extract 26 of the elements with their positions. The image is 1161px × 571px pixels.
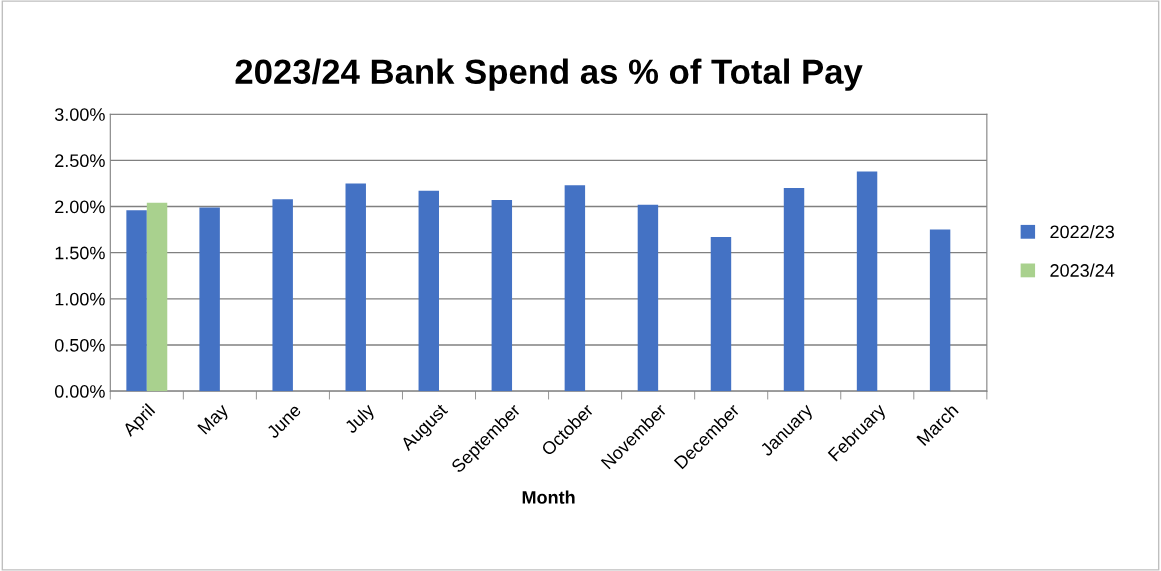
x-tick-label: May xyxy=(197,402,232,438)
bar xyxy=(710,236,732,392)
bar xyxy=(418,190,439,392)
y-tick-label: 2.50% xyxy=(55,154,105,168)
x-axis-title: Month xyxy=(522,490,575,504)
chart-title: 2023/24 Bank Spend as % of Total Pay xyxy=(235,58,863,91)
y-tick-label: 2.00% xyxy=(55,200,105,214)
bar xyxy=(637,204,659,392)
bar xyxy=(126,210,147,392)
bar xyxy=(199,207,220,392)
bar xyxy=(491,200,513,392)
y-tick-label: 1.50% xyxy=(55,246,105,260)
legend-label: 2022/23 xyxy=(1050,225,1114,239)
bar xyxy=(929,229,951,392)
x-tick-label: July xyxy=(343,402,378,437)
bar xyxy=(783,188,805,392)
bar xyxy=(856,171,878,392)
bar xyxy=(345,183,366,392)
legend-label: 2023/24 xyxy=(1050,263,1115,277)
y-tick-label: 3.00% xyxy=(54,108,105,121)
y-tick-label: 1.00% xyxy=(55,292,105,306)
bar xyxy=(146,202,168,392)
bar xyxy=(564,185,586,392)
y-tick-label: 0.50% xyxy=(54,338,105,352)
bar xyxy=(272,199,293,392)
y-tick-label: 0.00% xyxy=(54,385,105,398)
